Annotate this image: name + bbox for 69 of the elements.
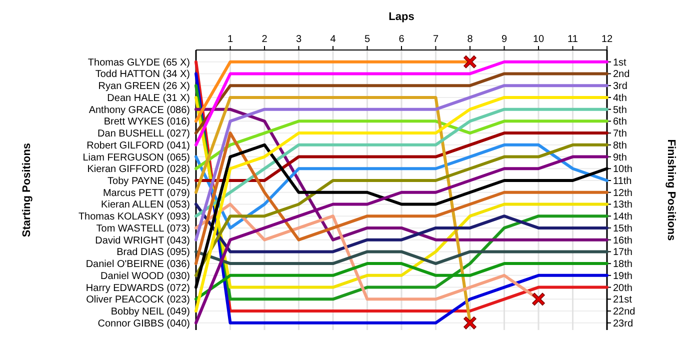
series-label: Thomas KOLASKY (093): [78, 212, 190, 223]
y2-tick-label: 10th: [613, 164, 632, 176]
series-label: David WRIGHT (043): [95, 235, 190, 246]
x-tick-label: 10: [532, 34, 544, 45]
x-tick-label: 12: [601, 34, 613, 45]
y2-tick-label: 20th: [613, 282, 632, 294]
y2-tick-label: 21st: [613, 294, 632, 306]
series-label: Oliver PEACOCK (023): [86, 294, 190, 306]
series-label: Anthony GRACE (086): [88, 104, 190, 116]
y2-tick-label: 8th: [613, 140, 627, 152]
line-series: [194, 132, 608, 266]
point: [464, 55, 476, 68]
line-series: [194, 132, 608, 182]
series-label: Toby PAYNE (045): [108, 176, 190, 188]
series-label: Connor GIBBS (040): [98, 318, 190, 330]
y2-tick-label: 19th: [613, 270, 632, 282]
y2-tick-label: 14th: [613, 212, 632, 223]
y2-tick-label: 4th: [613, 92, 627, 104]
series-label: Tom WASTELL (073): [96, 223, 190, 234]
line-series: [194, 108, 608, 218]
series-label: Dan BUSHELL (027): [98, 128, 190, 140]
y2-tick-label: 23rd: [613, 318, 634, 330]
series-label: Brett WYKES (016): [104, 116, 190, 128]
y2-tick-label: 16th: [613, 235, 632, 246]
line-series: [194, 120, 608, 170]
y2-tick-label: 15th: [613, 223, 632, 234]
x-tick-label: 2: [262, 34, 268, 45]
y2-tick-label: 12th: [613, 188, 632, 199]
x-tick-label: 8: [467, 34, 474, 45]
line-series: [194, 202, 608, 254]
text: Starting Positions: [21, 142, 33, 238]
y2-tick-label: 18th: [613, 259, 632, 270]
y2-tick-label: 3rd: [613, 81, 628, 92]
x-tick-label: 1: [227, 34, 234, 45]
series-label: Daniel O'BEIRNE (036): [86, 259, 190, 270]
x-tick-label: 5: [364, 34, 370, 45]
series-label: Thomas GLYDE (65 X): [88, 57, 190, 68]
x-tick-label: 3: [296, 34, 302, 45]
y2-tick-label: 9th: [613, 152, 627, 164]
series-label: Kieran ALLEN (053): [101, 200, 190, 211]
y2-tick-label: 1st: [613, 57, 627, 68]
series-label: Dean HALE (31 X): [107, 92, 190, 104]
y2-tick-label: 5th: [613, 104, 627, 116]
y2-tick-label: 13th: [613, 200, 632, 211]
series-label: Marcus PETT (079): [102, 188, 190, 199]
y2-tick-label: 2nd: [613, 69, 630, 80]
y2-tick-label: 22nd: [613, 306, 636, 318]
x-tick-label: 7: [432, 34, 439, 45]
x-tick-label: 11: [568, 34, 578, 45]
y2-tick-label: 11th: [613, 176, 632, 188]
series-label: Ryan GREEN (26 X): [98, 81, 190, 92]
x-tick-label: 4: [330, 34, 336, 45]
series-label: Bobby NEIL (049): [110, 306, 190, 318]
x-axis-title: Laps: [388, 11, 414, 23]
x-tick-label: 6: [398, 34, 405, 45]
y2-tick-label: 17th: [613, 247, 632, 258]
point: [464, 316, 476, 330]
y2-axis-title: Finishing Positions: [665, 139, 677, 241]
series-label: Kieran GIFFORD (028): [87, 164, 190, 176]
y2-tick-label: 7th: [613, 128, 627, 140]
series-label: Daniel WOOD (030): [100, 270, 190, 282]
series-label: Liam FERGUSON (065): [82, 152, 190, 164]
series-label: Todd HATTON (34 X): [95, 69, 190, 80]
x-tick-label: 9: [501, 34, 508, 45]
series-label: Robert GILFORD (041): [86, 140, 190, 152]
point: [532, 292, 545, 306]
series-label: Brad DIAS (095): [116, 247, 190, 258]
series-label: Harry EDWARDS (072): [86, 282, 190, 294]
y2-tick-label: 6th: [613, 116, 627, 128]
